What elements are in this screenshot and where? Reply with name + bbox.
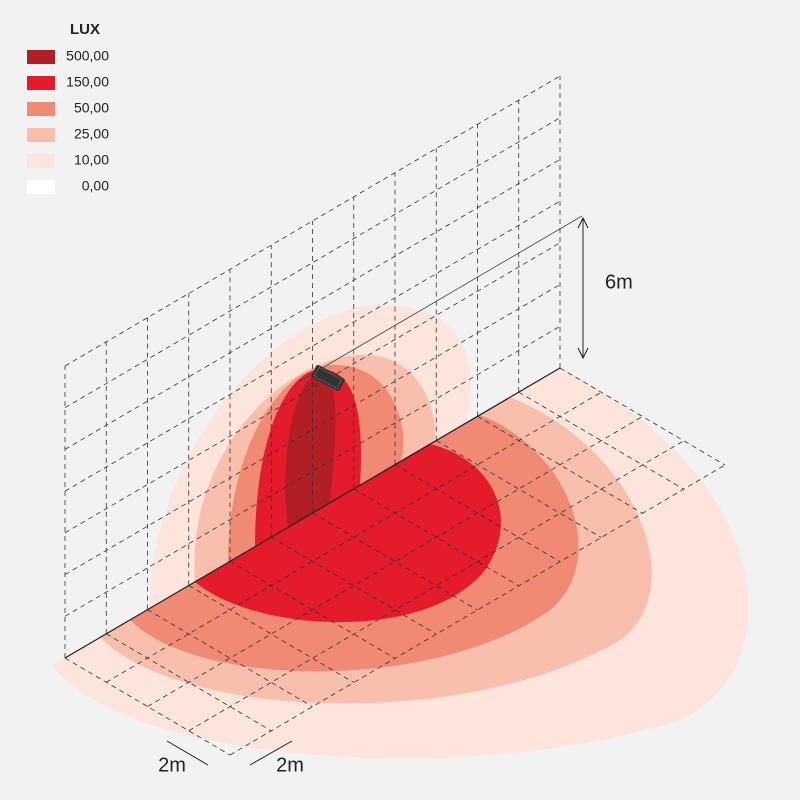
wall-grid-line (64, 284, 561, 575)
wall-grid-line (64, 117, 561, 409)
wall-base (64, 367, 561, 659)
legend-swatch (27, 76, 55, 90)
legend-title: LUX (70, 21, 100, 38)
floor-grid-line (147, 416, 643, 707)
wall-grid-line (64, 159, 561, 450)
legend-label: 10,00 (74, 152, 109, 168)
wall-grid-line (64, 325, 561, 617)
legend-swatch (27, 102, 55, 116)
legend-label: 0,00 (82, 178, 109, 194)
legend-label: 150,00 (66, 74, 109, 90)
luminaire (311, 365, 345, 391)
height-label: 6m (605, 271, 633, 293)
legend-swatch (27, 154, 55, 168)
floor-grid-line (106, 633, 272, 732)
floor-grid-line (436, 440, 602, 538)
floor-grid-line (106, 391, 602, 683)
floor-grid-line (229, 464, 726, 756)
floor-grid-line (312, 512, 478, 611)
legend-label: 25,00 (74, 126, 109, 142)
legend-swatch (27, 128, 55, 142)
grid-y-label: 2m (276, 754, 304, 776)
dimension-height (577, 216, 589, 360)
legend-swatch (27, 50, 55, 64)
wall-grid-line (64, 75, 561, 367)
legend-label: 50,00 (74, 100, 109, 116)
floor-grid-line (229, 560, 396, 659)
floor-grid-line (188, 585, 354, 683)
floor-grid-line (518, 391, 684, 490)
floor-contour (195, 444, 501, 623)
floor-grid-line (64, 657, 231, 756)
floor-grid-line (188, 440, 684, 732)
wall-grid-line (64, 242, 561, 534)
floor-grid-line (394, 464, 561, 563)
floor-grid-line (147, 609, 313, 708)
wall-contour (285, 374, 336, 527)
wall-grid-line (64, 200, 561, 492)
mount-line (299, 215, 583, 382)
floor-grid-line (353, 488, 519, 587)
grid-x-label: 2m (158, 754, 186, 776)
dimension-grid (166, 740, 293, 766)
grid (64, 75, 726, 756)
floor-grid-line (477, 415, 643, 514)
floor-grid-line (271, 536, 437, 635)
legend: 500,00 150,00 50,00 25,00 10,00 0,00 (27, 48, 109, 194)
legend-label: 500,00 (66, 48, 109, 64)
legend-swatch (27, 180, 55, 194)
floor-grid-line (559, 367, 726, 466)
